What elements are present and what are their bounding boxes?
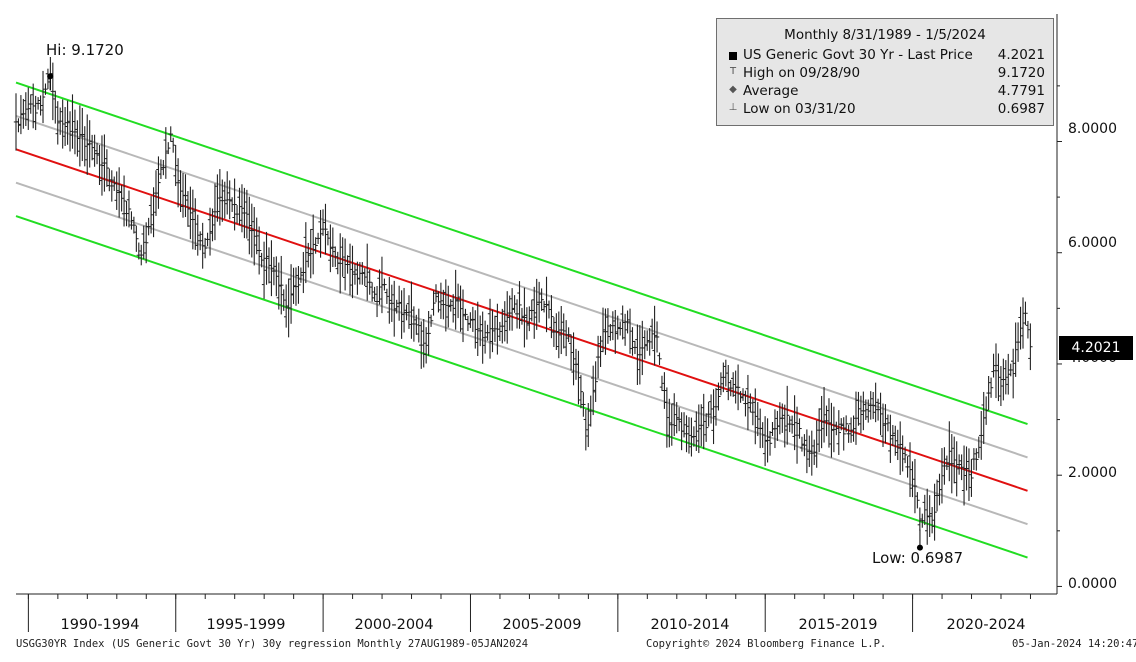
regression-line (15, 181, 1028, 526)
legend-row-last-price: US Generic Govt 30 Yr - Last Price 4.202… (727, 47, 1045, 65)
y-tick-label: 8.0000 (1068, 121, 1117, 137)
legend-label: Low on 03/31/20 (743, 101, 856, 117)
high-marker-icon: T (729, 66, 737, 77)
legend-row-average: ◆ Average 4.7791 (727, 83, 1045, 101)
x-period-label: 1990-1994 (60, 617, 140, 633)
legend-value: 4.2021 (997, 47, 1045, 63)
x-period-label: 2000-2004 (354, 617, 434, 633)
legend-value: 4.7791 (997, 83, 1045, 99)
footer-timestamp: 05-Jan-2024 14:20:47 (1012, 638, 1136, 650)
y-tick-label: 2.0000 (1068, 465, 1117, 481)
legend-row-low: ⊥ Low on 03/31/20 0.6987 (727, 101, 1045, 119)
x-period-label: 2005-2009 (502, 617, 582, 633)
legend-label: High on 09/28/90 (743, 65, 861, 81)
extreme-markers (47, 73, 923, 551)
legend: Monthly 8/31/1989 - 1/5/2024 US Generic … (716, 18, 1054, 126)
last-price-tag: 4.2021 (1059, 336, 1133, 360)
low-marker-dot (916, 544, 923, 551)
legend-title: Monthly 8/31/1989 - 1/5/2024 (784, 27, 986, 43)
series-square-icon (727, 48, 739, 63)
y-tick-label: 0.0000 (1068, 576, 1117, 592)
axes (16, 14, 1062, 632)
legend-value: 9.1720 (997, 65, 1045, 81)
price-bars (13, 57, 1033, 545)
x-period-label: 1995-1999 (206, 617, 286, 633)
x-period-label: 2010-2014 (650, 617, 730, 633)
footer-copyright: Copyright© 2024 Bloomberg Finance L.P. (646, 638, 887, 650)
high-annotation: Hi: 9.1720 (46, 41, 124, 59)
x-period-label: 2020-2024 (946, 617, 1026, 633)
average-diamond-icon: ◆ (729, 84, 737, 95)
x-period-label: 2015-2019 (798, 617, 878, 633)
low-annotation: Low: 0.6987 (872, 549, 964, 567)
legend-row-high: T High on 09/28/90 9.1720 (727, 65, 1045, 83)
low-marker-icon: ⊥ (728, 102, 738, 113)
regression-line (15, 81, 1028, 425)
y-tick-label: 6.0000 (1068, 235, 1117, 251)
regression-line (15, 215, 1028, 559)
high-marker-dot (47, 73, 54, 80)
legend-label: Average (743, 83, 799, 99)
footer-source: USGG30YR Index (US Generic Govt 30 Yr) 3… (16, 638, 529, 650)
legend-value: 0.6987 (997, 101, 1045, 117)
legend-label: US Generic Govt 30 Yr - Last Price (743, 47, 973, 63)
